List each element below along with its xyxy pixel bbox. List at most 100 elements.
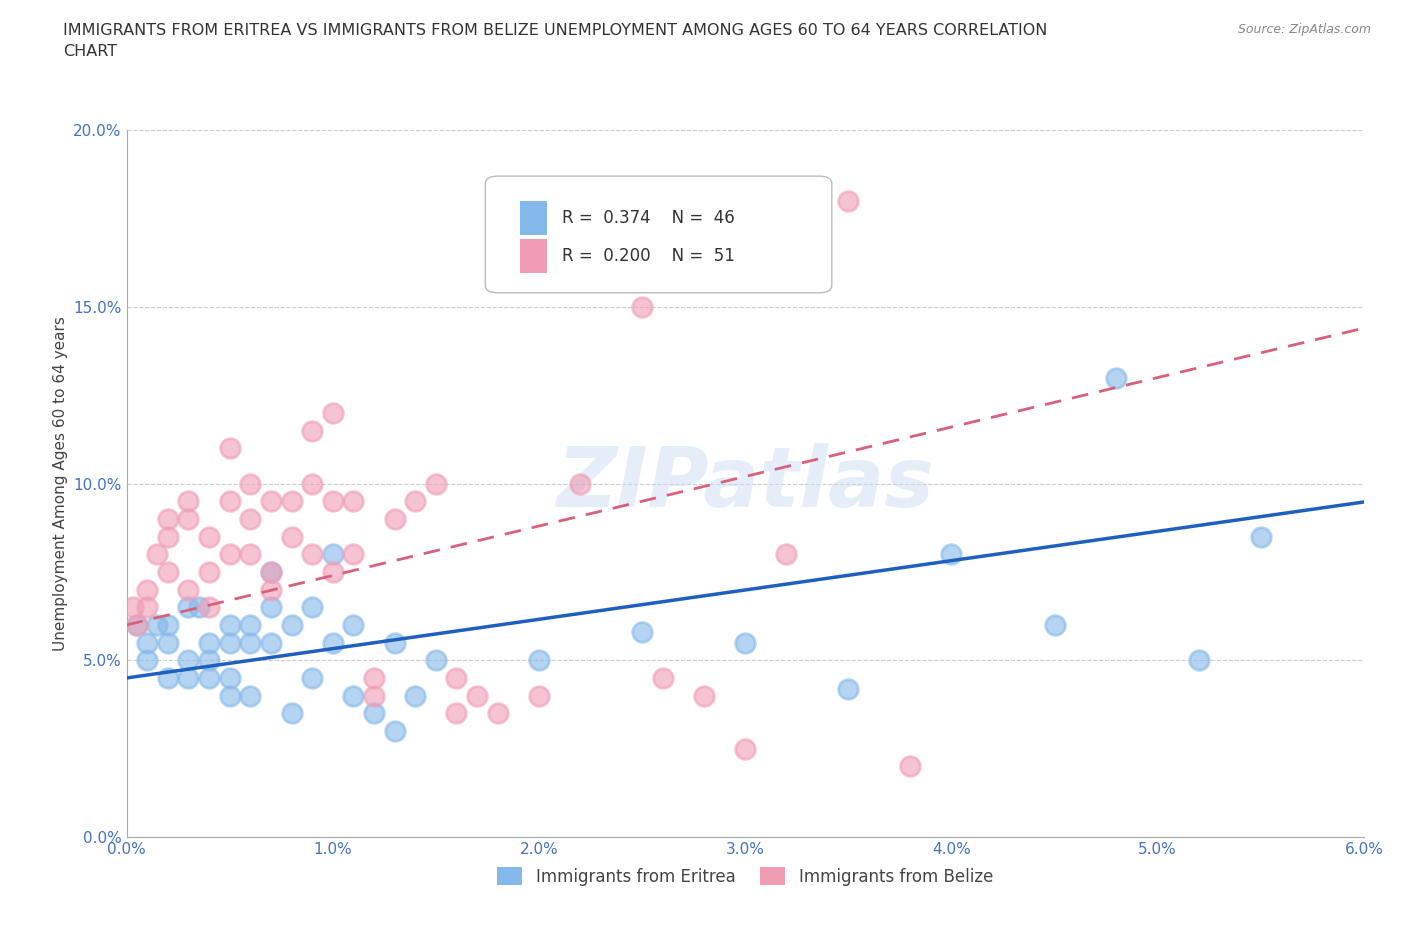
Point (177, 512, 200, 526)
Point (322, 405, 344, 420)
Point (260, 635, 283, 650)
Text: R =  0.374    N =  46: R = 0.374 N = 46 (562, 209, 735, 227)
Point (260, 600, 283, 615)
Point (218, 441, 240, 456)
Point (218, 547, 240, 562)
Text: Source: ZipAtlas.com: Source: ZipAtlas.com (1237, 23, 1371, 36)
Point (156, 618, 179, 632)
Point (734, 635, 756, 650)
Point (260, 565, 283, 579)
Point (260, 494, 283, 509)
Point (342, 618, 364, 632)
Point (136, 600, 159, 615)
Point (218, 635, 240, 650)
Point (404, 688, 426, 703)
Y-axis label: Unemployment Among Ages 60 to 64 years: Unemployment Among Ages 60 to 64 years (53, 316, 67, 651)
Point (121, 600, 143, 615)
Point (218, 688, 240, 703)
Point (384, 635, 406, 650)
Point (280, 494, 302, 509)
Point (280, 706, 302, 721)
Point (239, 688, 262, 703)
Point (198, 635, 221, 650)
Point (239, 618, 262, 632)
Point (775, 547, 797, 562)
Point (527, 653, 550, 668)
Point (384, 512, 406, 526)
Point (486, 706, 509, 721)
Point (425, 653, 447, 668)
Point (693, 688, 716, 703)
Point (322, 635, 344, 650)
Point (837, 681, 859, 696)
Point (177, 653, 200, 668)
Point (187, 600, 209, 615)
Point (239, 635, 262, 650)
Point (342, 547, 364, 562)
Point (465, 688, 488, 703)
Point (198, 529, 221, 544)
Point (136, 653, 159, 668)
Point (404, 494, 426, 509)
Point (301, 600, 323, 615)
Point (322, 494, 344, 509)
Legend: Immigrants from Eritrea, Immigrants from Belize: Immigrants from Eritrea, Immigrants from… (491, 861, 1000, 892)
Point (1250, 529, 1272, 544)
Point (1188, 653, 1211, 668)
Point (198, 565, 221, 579)
Point (446, 706, 468, 721)
Point (1105, 370, 1128, 385)
Text: R =  0.200    N =  51: R = 0.200 N = 51 (562, 247, 735, 265)
Point (425, 476, 447, 491)
Point (156, 671, 179, 685)
Point (322, 547, 344, 562)
Point (177, 600, 200, 615)
Point (260, 582, 283, 597)
Point (156, 635, 179, 650)
Point (239, 512, 262, 526)
Point (280, 529, 302, 544)
Point (218, 618, 240, 632)
Point (837, 193, 859, 208)
Point (125, 618, 148, 632)
Point (342, 688, 364, 703)
FancyBboxPatch shape (520, 239, 547, 273)
Point (177, 494, 200, 509)
Point (301, 547, 323, 562)
Point (218, 671, 240, 685)
Point (198, 671, 221, 685)
Point (146, 547, 169, 562)
Point (301, 476, 323, 491)
Point (363, 671, 385, 685)
Point (342, 494, 364, 509)
Point (301, 423, 323, 438)
Point (446, 671, 468, 685)
Point (146, 618, 169, 632)
Point (363, 688, 385, 703)
Point (177, 671, 200, 685)
Point (363, 706, 385, 721)
Point (941, 547, 963, 562)
Point (156, 529, 179, 544)
Point (239, 547, 262, 562)
Point (301, 671, 323, 685)
Point (734, 741, 756, 756)
Point (156, 512, 179, 526)
Point (651, 671, 673, 685)
Point (569, 476, 592, 491)
Point (898, 759, 921, 774)
Point (631, 299, 654, 314)
Point (527, 688, 550, 703)
Point (125, 618, 148, 632)
FancyBboxPatch shape (485, 176, 832, 293)
Point (136, 582, 159, 597)
Point (1043, 618, 1066, 632)
Text: IMMIGRANTS FROM ERITREA VS IMMIGRANTS FROM BELIZE UNEMPLOYMENT AMONG AGES 60 TO : IMMIGRANTS FROM ERITREA VS IMMIGRANTS FR… (63, 23, 1047, 60)
Point (156, 565, 179, 579)
Point (631, 625, 654, 640)
Point (280, 618, 302, 632)
FancyBboxPatch shape (520, 201, 547, 234)
Point (322, 565, 344, 579)
Point (239, 476, 262, 491)
Point (384, 724, 406, 738)
